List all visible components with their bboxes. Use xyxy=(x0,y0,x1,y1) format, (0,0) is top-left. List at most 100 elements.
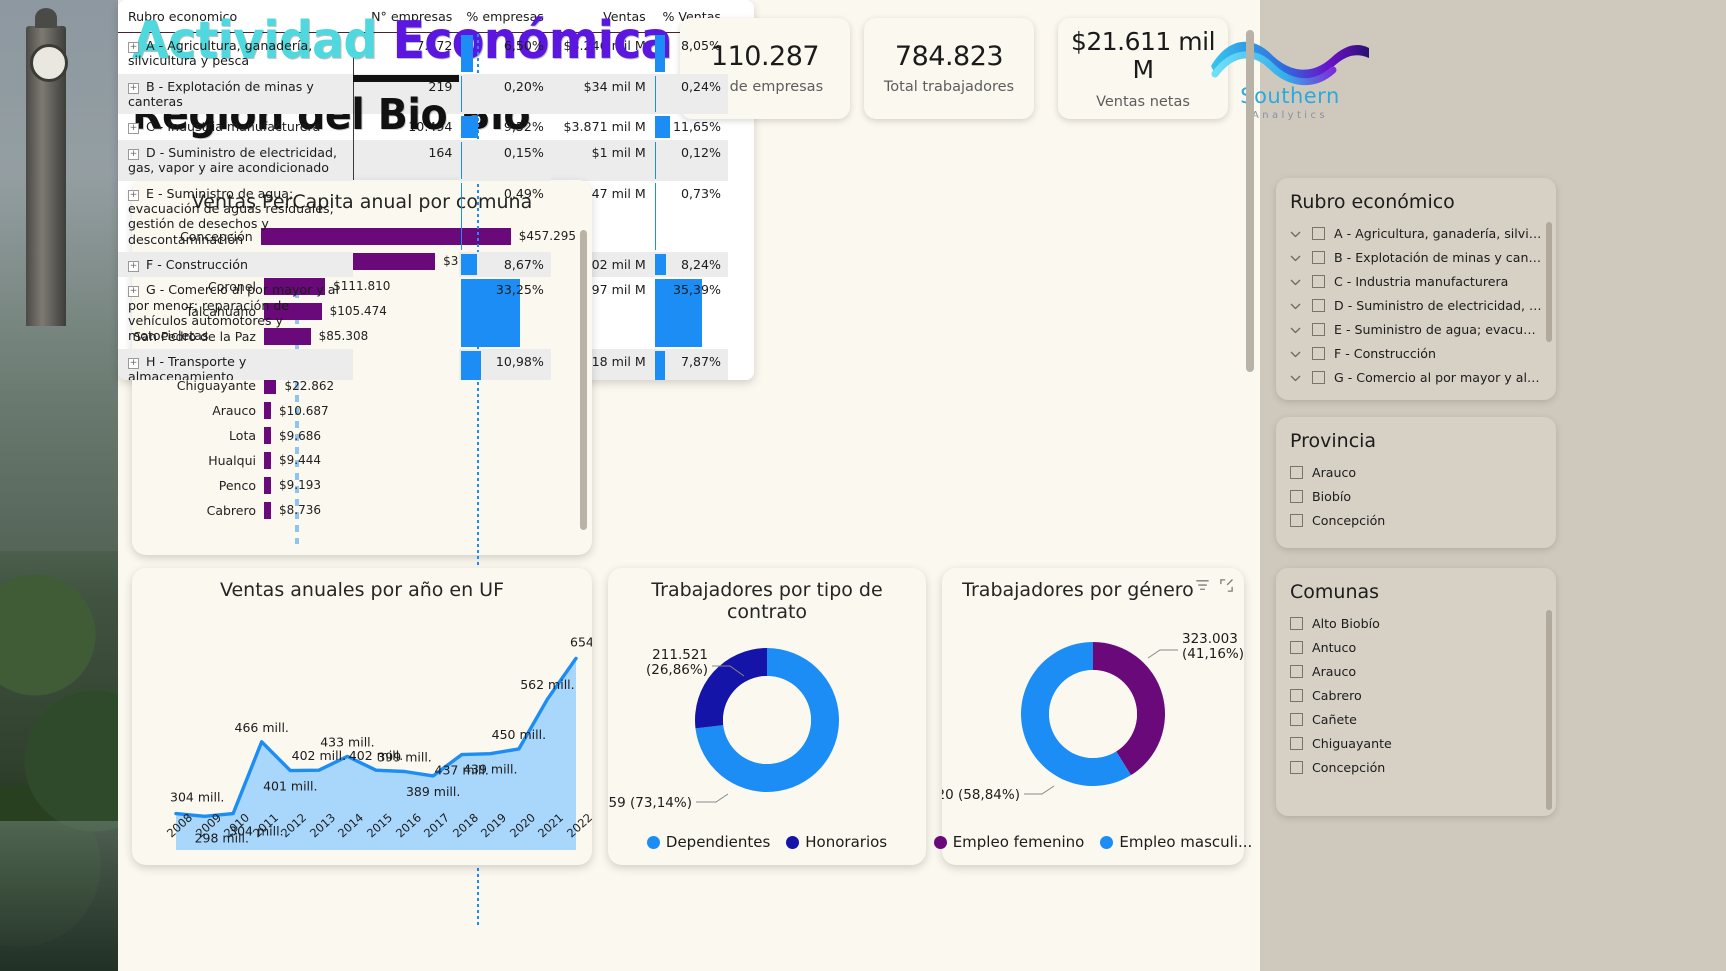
legend-item-dependientes[interactable]: Dependientes xyxy=(646,833,770,851)
bar-row[interactable]: Concepción $457.295 xyxy=(132,224,576,249)
bar-fill[interactable] xyxy=(264,377,277,395)
expand-icon[interactable]: + xyxy=(128,123,139,135)
bar-row[interactable]: Penco $9.193 xyxy=(132,473,576,498)
checkbox[interactable] xyxy=(1290,712,1303,726)
focus-mode-icon[interactable] xyxy=(1219,578,1234,593)
legend-item-masculino[interactable]: Empleo masculi... xyxy=(1100,833,1252,851)
cell-rubro[interactable]: + G - Comercio al por mayor y al por meno… xyxy=(118,277,354,348)
slicer-comunas-item[interactable]: Arauco xyxy=(1276,659,1556,683)
slicer-comunas-item[interactable]: Cañete xyxy=(1276,707,1556,731)
checkbox[interactable] xyxy=(1312,298,1325,312)
donut-contrato-card[interactable]: Trabajadores por tipo de contrato 211.52… xyxy=(608,568,926,865)
chevron-down-icon[interactable] xyxy=(1290,346,1303,361)
chevron-down-icon[interactable] xyxy=(1290,322,1303,337)
cell-rubro[interactable]: + D - Suministro de electricidad, gas, va… xyxy=(118,139,354,181)
checkbox[interactable] xyxy=(1312,346,1325,360)
table-row[interactable]: + A - Agricultura, ganadería, silvicultur… xyxy=(118,32,728,74)
checkbox[interactable] xyxy=(1290,616,1303,630)
slicer-rubro-item[interactable]: A - Agricultura, ganadería, silvicultu..… xyxy=(1276,221,1556,245)
checkbox[interactable] xyxy=(1312,226,1325,240)
bar-fill[interactable] xyxy=(260,227,511,245)
table-row[interactable]: +F - Construcción9.5668,67%$1.402 mil M8… xyxy=(118,251,728,278)
col-header-pct-empresas[interactable]: % empresas xyxy=(459,0,551,33)
bar-row[interactable]: Arauco $10.687 xyxy=(132,398,576,423)
slicer-rubro-item[interactable]: C - Industria manufacturera xyxy=(1276,269,1556,293)
checkbox[interactable] xyxy=(1312,322,1325,336)
checkbox[interactable] xyxy=(1290,513,1303,527)
checkbox[interactable] xyxy=(1290,688,1303,702)
matrix-table-card[interactable]: Rubro economico N° empresas % empresas V… xyxy=(118,0,1254,927)
expand-icon[interactable]: + xyxy=(128,189,139,201)
checkbox[interactable] xyxy=(1290,664,1303,678)
col-header-empresas[interactable]: N° empresas xyxy=(353,0,460,33)
expand-icon[interactable]: + xyxy=(128,260,139,272)
slicer-rubro-item[interactable]: D - Suministro de electricidad, gas, v..… xyxy=(1276,293,1556,317)
legend-item-honorarios[interactable]: Honorarios xyxy=(786,833,887,851)
slicer-provincia-item[interactable]: Biobío xyxy=(1276,484,1556,508)
kpi-card-trabajadores[interactable]: 784.823 Total trabajadores xyxy=(864,18,1034,119)
col-header-ventas[interactable]: Ventas xyxy=(550,0,653,33)
slicer-comunas-scrollbar[interactable] xyxy=(1546,610,1552,810)
bar-row[interactable]: Coronel $111.810 xyxy=(132,274,576,299)
bar-row[interactable]: Lota $9.686 xyxy=(132,423,576,448)
bar-row[interactable]: Cabrero $8.736 xyxy=(132,498,576,523)
slicer-provincia-item[interactable]: Arauco xyxy=(1276,460,1556,484)
checkbox[interactable] xyxy=(1290,760,1303,774)
bar-fill[interactable] xyxy=(264,427,271,445)
bar-row[interactable]: Hualqui $9.444 xyxy=(132,448,576,473)
checkbox[interactable] xyxy=(1290,640,1303,654)
expand-icon[interactable]: + xyxy=(128,357,139,369)
slicer-rubro-item[interactable]: G - Comercio al por mayor y al por ... xyxy=(1276,365,1556,389)
cell-rubro[interactable]: + A - Agricultura, ganadería, silvicultur… xyxy=(118,33,354,74)
slicer-comunas-item[interactable]: Antuco xyxy=(1276,635,1556,659)
slicer-comunas[interactable]: Comunas Alto Biobío Antuco Arauco Cabrero Ca… xyxy=(1276,568,1556,816)
bar-fill[interactable] xyxy=(264,302,322,320)
legend-item-femenino[interactable]: Empleo femenino xyxy=(933,833,1084,851)
expand-icon[interactable]: + xyxy=(128,148,139,160)
checkbox[interactable] xyxy=(1290,489,1303,503)
bar-fill[interactable] xyxy=(264,327,311,345)
checkbox[interactable] xyxy=(1312,274,1325,288)
cell-rubro[interactable]: + C - Industria manufacturera xyxy=(118,114,354,139)
slicer-rubro-item[interactable]: B - Explotación de minas y canteras xyxy=(1276,245,1556,269)
slicer-rubro-economico[interactable]: Rubro económico A - Agricultura, ganader… xyxy=(1276,178,1556,400)
cell-rubro[interactable]: + F - Construcción xyxy=(118,251,354,278)
slicer-rubro-item[interactable]: E - Suministro de agua; evacuación ... xyxy=(1276,317,1556,341)
slicer-comunas-item[interactable]: Alto Biobío xyxy=(1276,611,1556,635)
cell-rubro[interactable]: + B - Explotación de minas y canteras xyxy=(118,73,354,115)
slicer-rubro-item[interactable]: F - Construcción xyxy=(1276,341,1556,365)
cell-rubro[interactable]: + H - Transporte y almacenamiento xyxy=(118,348,354,380)
cell-rubro[interactable]: + E - Suministro de agua; evacuación de a… xyxy=(118,181,354,252)
checkbox[interactable] xyxy=(1290,465,1303,479)
bar-row[interactable]: Chiguayante $22.862 xyxy=(132,373,576,398)
chevron-down-icon[interactable] xyxy=(1290,250,1303,265)
expand-icon[interactable]: + xyxy=(128,286,139,298)
area-chart-card[interactable]: Ventas anuales por año en UF 304 mill. 29… xyxy=(132,568,595,865)
table-row[interactable]: + C - Industria manufacturera 10.494 9,52% $… xyxy=(118,114,728,140)
slicer-rubro-scrollbar[interactable] xyxy=(1546,222,1552,342)
bar-fill[interactable] xyxy=(264,402,271,420)
bar-fill[interactable] xyxy=(264,501,271,519)
slicer-comunas-item[interactable]: Chiguayante xyxy=(1276,731,1556,755)
slicer-provincia-item[interactable]: Concepción xyxy=(1276,508,1556,532)
bar-fill[interactable] xyxy=(264,277,326,295)
expand-icon[interactable]: + xyxy=(128,42,139,53)
bar-fill[interactable] xyxy=(264,476,271,494)
kpi-card-ventas-netas[interactable]: $21.611 mil M Ventas netas xyxy=(1058,18,1228,119)
checkbox[interactable] xyxy=(1312,370,1325,384)
chevron-down-icon[interactable] xyxy=(1290,298,1303,313)
slicer-comunas-item[interactable]: Concepción xyxy=(1276,755,1556,779)
expand-icon[interactable]: + xyxy=(128,82,139,94)
chevron-down-icon[interactable] xyxy=(1290,226,1303,241)
slicer-provincia[interactable]: Provincia Arauco Biobío Concepción xyxy=(1276,417,1556,548)
table-row[interactable]: + D - Suministro de electricidad, gas, va… xyxy=(118,139,728,181)
bar-chart-scrollbar[interactable] xyxy=(580,230,587,530)
slicer-comunas-item[interactable]: Cabrero xyxy=(1276,683,1556,707)
bar-row[interactable]: Talcahuano $105.474 xyxy=(132,299,576,324)
chevron-down-icon[interactable] xyxy=(1290,370,1303,385)
checkbox[interactable] xyxy=(1290,736,1303,750)
checkbox[interactable] xyxy=(1312,250,1325,264)
col-header-rubro[interactable]: Rubro economico xyxy=(118,0,354,33)
chevron-down-icon[interactable] xyxy=(1290,274,1303,289)
bar-row[interactable]: San Pedro de la Paz $85.308 xyxy=(132,324,576,349)
